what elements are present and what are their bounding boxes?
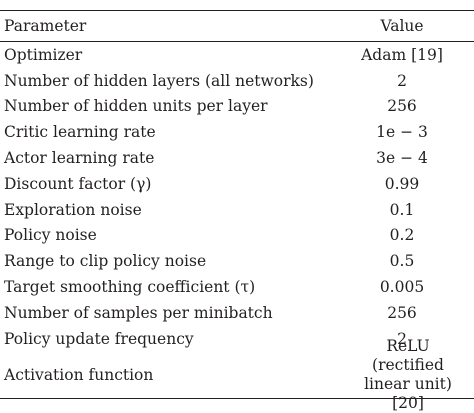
table-row: Optimizer Adam [19]: [0, 42, 474, 68]
row-parameter: Discount factor (γ): [4, 174, 152, 193]
row-value: 1e − 3: [376, 123, 428, 142]
table-row: Policy update frequency 2: [0, 326, 474, 352]
table-row: Number of hidden units per layer 256: [0, 94, 474, 120]
table-row: Exploration noise 0.1: [0, 197, 474, 223]
table-row: Actor learning rate 3e − 4: [0, 145, 474, 171]
row-parameter: Number of samples per minibatch: [4, 303, 273, 322]
row-parameter: Critic learning rate: [4, 123, 156, 142]
row-parameter: Number of hidden units per layer: [4, 97, 268, 116]
table-top-rule: [0, 10, 474, 11]
row-value: 256: [387, 303, 417, 322]
row-parameter: Policy noise: [4, 226, 97, 245]
row-value: 0.2: [389, 226, 415, 245]
table-row: Number of hidden layers (all networks) 2: [0, 68, 474, 94]
row-parameter: Target smoothing coefficient (τ): [4, 278, 256, 297]
row-parameter: Policy update frequency: [4, 329, 194, 348]
row-parameter: Actor learning rate: [4, 149, 155, 168]
row-value: 2: [397, 71, 407, 90]
table-row: Activation function ReLU (rectified line…: [0, 337, 474, 412]
table-row: Target smoothing coefficient (τ) 0.005: [0, 274, 474, 300]
header-parameter: Parameter: [4, 17, 87, 35]
row-parameter: Number of hidden layers (all networks): [4, 71, 314, 90]
row-value: 0.5: [389, 252, 415, 271]
row-value: 0.005: [379, 278, 425, 297]
table-row: Number of samples per minibatch 256: [0, 300, 474, 326]
header-value: Value: [380, 17, 424, 35]
table-row: Range to clip policy noise 0.5: [0, 248, 474, 274]
row-value: 2: [397, 329, 407, 348]
row-value: Adam [19]: [361, 45, 443, 64]
table-header-row: Parameter Value: [0, 11, 474, 41]
row-parameter: Optimizer: [4, 45, 83, 64]
row-value: 256: [387, 97, 417, 116]
row-value: ReLU (rectified linear unit) [20]: [364, 336, 452, 412]
table-row: Critic learning rate 1e − 3: [0, 119, 474, 145]
row-parameter: Activation function: [4, 365, 154, 384]
table-header-rule: [0, 41, 474, 42]
table-row: Policy noise 0.2: [0, 223, 474, 249]
row-value: 3e − 4: [376, 149, 428, 168]
table-bottom-rule: [0, 397, 474, 399]
row-parameter: Exploration noise: [4, 200, 142, 219]
row-parameter: Range to clip policy noise: [4, 252, 207, 271]
row-value: 0.99: [384, 174, 420, 193]
hyperparameter-table: Parameter Value Optimizer Adam [19] Numb…: [0, 10, 474, 412]
table-row: Discount factor (γ) 0.99: [0, 171, 474, 197]
row-value: 0.1: [389, 200, 415, 219]
